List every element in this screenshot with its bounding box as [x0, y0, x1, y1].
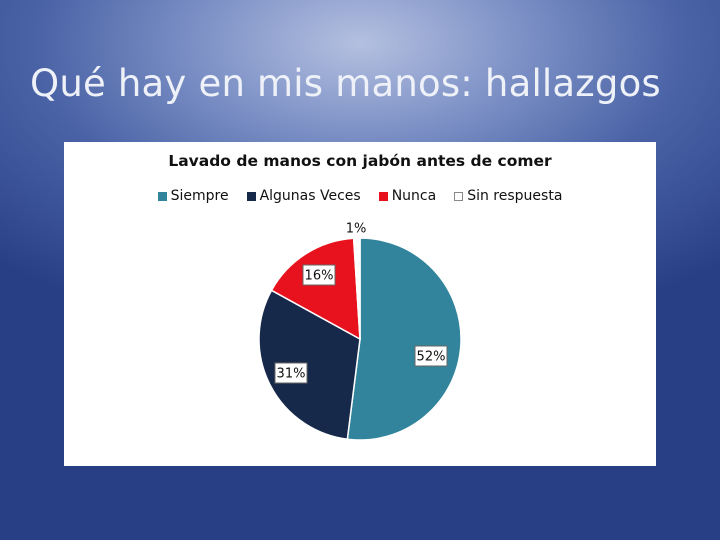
pie-slice-sin-respuesta — [352, 237, 361, 340]
pie-slice-nunca — [270, 237, 361, 341]
legend-item-nunca: Nunca — [378, 188, 437, 204]
legend-swatch-sin-respuesta — [454, 191, 464, 201]
data-label-text-algunas-veces: 31% — [277, 367, 306, 382]
slide-title: Qué hay en mis manos: hallazgos — [30, 62, 661, 105]
legend-swatch-siempre — [157, 191, 167, 201]
chart-legend: Siempre Algunas Veces Nunca Sin respuest… — [64, 188, 656, 204]
pie-slice-algunas-veces — [258, 289, 361, 441]
chart-area: Lavado de manos con jabón antes de comer… — [64, 142, 656, 466]
pie-slice-siempre — [346, 237, 462, 441]
legend-item-algunas-veces: Algunas Veces — [246, 188, 361, 204]
data-label-text-nunca: 16% — [305, 269, 334, 284]
legend-label-sin-respuesta: Sin respuesta — [467, 188, 563, 204]
chart-title: Lavado de manos con jabón antes de comer — [168, 152, 552, 170]
data-label-siempre: 52% — [414, 345, 448, 367]
legend-item-siempre: Siempre — [157, 188, 229, 204]
data-label-sin-respuesta: 1% — [346, 222, 367, 237]
pie-chart: 52% 31% 16% 1% — [258, 222, 462, 441]
legend-item-sin-respuesta: Sin respuesta — [454, 188, 562, 204]
legend-label-algunas-veces: Algunas Veces — [259, 188, 361, 204]
legend-label-nunca: Nunca — [391, 188, 437, 204]
legend-swatch-algunas-veces — [246, 191, 256, 201]
data-label-nunca: 16% — [302, 264, 336, 286]
data-label-algunas-veces: 31% — [274, 362, 308, 384]
legend-swatch-nunca — [378, 191, 388, 201]
data-label-text-sin-respuesta: 1% — [346, 222, 367, 237]
data-label-text-siempre: 52% — [417, 350, 446, 365]
legend-label-siempre: Siempre — [170, 188, 229, 204]
